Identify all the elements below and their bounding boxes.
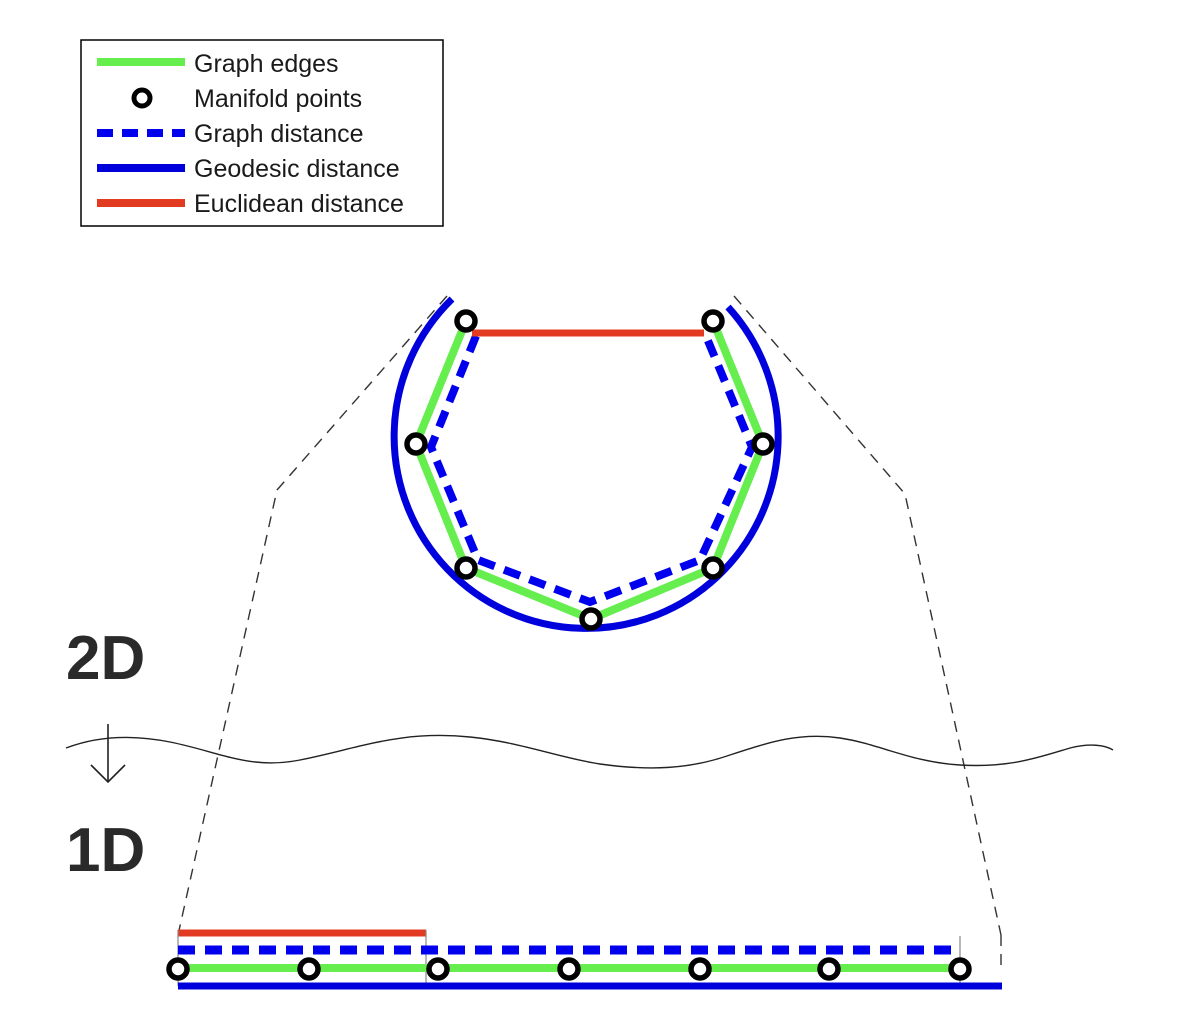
manifold-point: [404, 432, 428, 456]
geodesic-arc-2d: [390, 296, 782, 632]
label-1d: 1D: [66, 816, 145, 885]
manifold-point: [701, 309, 725, 333]
legend-euclidean-distance-label: Euclidean distance: [194, 190, 404, 218]
manifold-point: [557, 957, 581, 981]
manifold-point: [579, 607, 603, 631]
manifold-points-1d: [166, 957, 972, 981]
manifold-point: [297, 957, 321, 981]
legend-box: [80, 39, 444, 227]
manifold-points-2d: [404, 309, 775, 631]
manifold-point: [701, 556, 725, 580]
manifold-point: [166, 957, 190, 981]
manifold-point: [454, 309, 478, 333]
manifold-point: [817, 957, 841, 981]
left-projection-guide: [177, 295, 448, 936]
manifold-point: [454, 556, 478, 580]
manifold-point: [751, 432, 775, 456]
manifold-point: [688, 957, 712, 981]
manifold-point: [426, 957, 450, 981]
wavy-separator: [65, 734, 1114, 769]
legend-graph-edges-label: Graph edges: [194, 50, 339, 78]
legend: Graph edges Manifold points Graph distan…: [80, 39, 444, 227]
legend-manifold-points-label: Manifold points: [194, 85, 362, 113]
down-arrow-icon: [90, 724, 126, 784]
legend-geodesic-distance-label: Geodesic distance: [194, 155, 400, 183]
legend-graph-distance-label: Graph distance: [194, 120, 364, 148]
manifold-point: [948, 957, 972, 981]
legend-manifold-points-swatch: [131, 87, 153, 109]
projection-guides: [177, 295, 1002, 972]
label-2d: 2D: [66, 624, 145, 693]
